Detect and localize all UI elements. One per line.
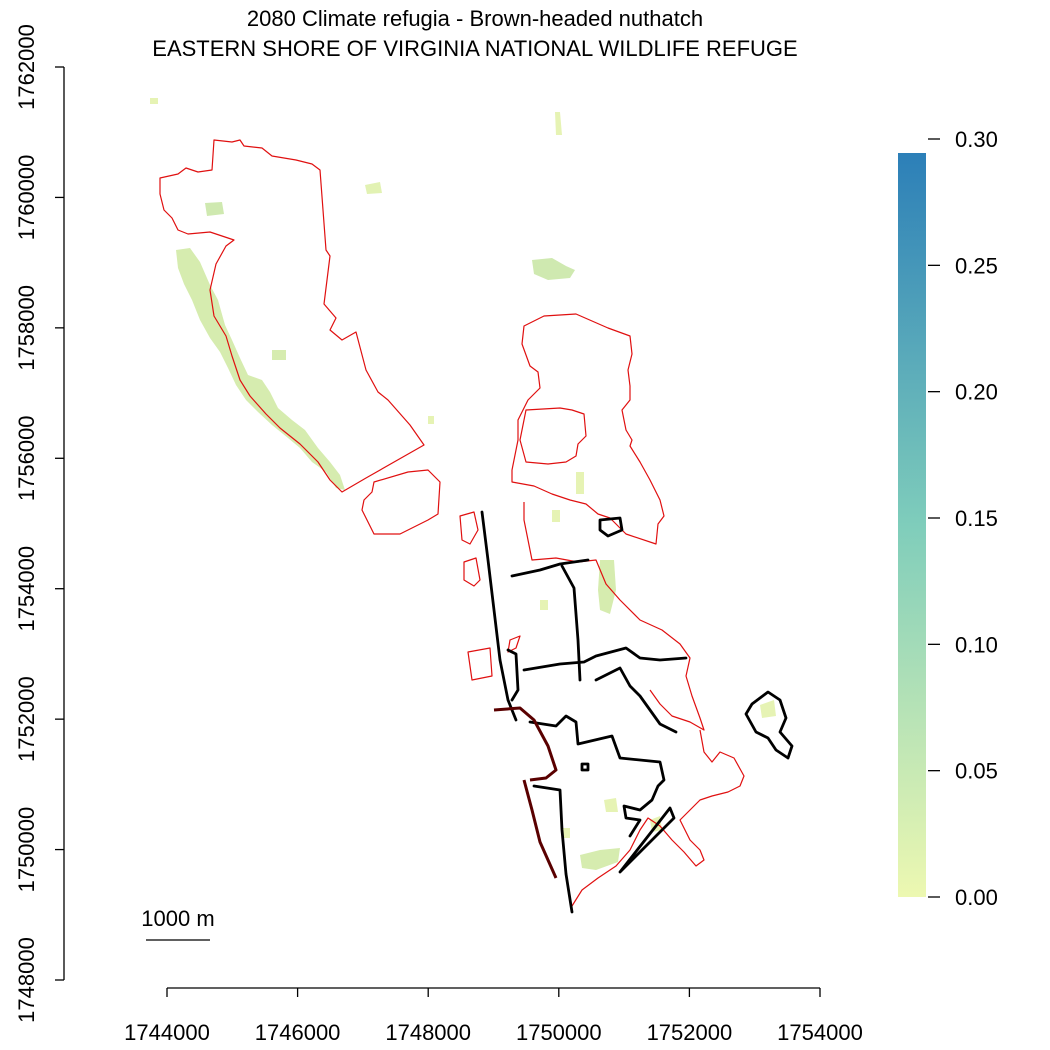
habitat-patch [555,112,562,135]
map-title: 2080 Climate refugia - Brown-headed nuth… [247,6,703,31]
habitat-patch [205,202,224,216]
x-tick-label: 1754000 [777,1020,863,1045]
road-diagonal-tract [618,806,676,874]
y-tick-label: 1762000 [14,24,39,110]
habitat-patch [576,472,584,494]
road-dot [580,762,590,772]
x-tick-label: 1752000 [647,1020,733,1045]
road-east-peninsula [744,690,794,760]
road-south-zigzag [528,714,666,838]
map-subtitle: EASTERN SHORE OF VIRGINIA NATIONAL WILDL… [152,36,797,61]
habitat-patch [552,510,560,522]
y-tick-label: 1752000 [14,676,39,762]
legend: 0.00 0.05 0.10 0.15 0.20 0.25 0.30 [898,127,998,910]
legend-tick-label: 0.25 [955,253,998,278]
road-mid-ew [522,646,688,672]
boundary-west-strip-2 [463,557,481,587]
legend-tick-label: 0.00 [955,885,998,910]
x-tick-label: 1746000 [255,1020,341,1045]
x-tick-label: 1748000 [385,1020,471,1045]
legend-tick-label: 0.10 [955,632,998,657]
boundary-west-strip [459,511,479,545]
legend-tick-label: 0.15 [955,506,998,531]
road-central-loop [594,666,678,734]
x-axis: 1744000 1746000 1748000 1750000 1752000 17540… [124,987,863,1045]
boundary-north-west-bits [507,635,521,653]
boundary-west-strip-3 [467,647,493,681]
habitat-patch [760,700,776,718]
road-north-ns [560,564,582,682]
refuge-boundaries [159,139,745,907]
boundary-central-east [523,502,705,731]
habitat-patch [428,416,434,424]
legend-tick-label: 0.05 [955,759,998,784]
boundary-north-central-unit [511,313,665,545]
legend-tick-label: 0.20 [955,380,998,405]
habitat-patch [598,560,616,614]
y-tick-label: 1760000 [14,155,39,241]
habitat-patch [562,828,570,838]
y-tick-label: 1756000 [14,415,39,501]
habitat-patches [150,98,776,870]
y-tick-label: 1748000 [14,937,39,1023]
habitat-patch [540,600,548,610]
y-axis: 1748000 1750000 1752000 1754000 1756000 17580… [14,24,65,1023]
road-small-block [598,516,624,538]
habitat-patch-west-shore [176,248,345,490]
road-west-block [506,648,520,702]
habitat-patch [150,98,158,104]
road-west-spine [480,510,518,722]
x-tick-label: 1750000 [516,1020,602,1045]
habitat-patch [532,258,575,280]
roads [480,510,794,914]
boundary-south-of-nw [361,469,441,535]
scale-bar-label: 1000 m [141,906,214,931]
scale-bar: 1000 m [141,906,215,941]
boundary-northwest-unit [159,139,425,493]
habitat-patch [272,350,286,360]
legend-tick-label: 0.30 [955,127,998,152]
road-sw-coast [522,779,558,879]
road-north-ew [510,558,590,578]
x-tick-label: 1744000 [124,1020,210,1045]
y-tick-label: 1750000 [14,807,39,893]
road-west-diagonal [493,706,558,782]
boundary-inner-block [519,407,587,465]
habitat-patch [580,848,620,870]
y-tick-label: 1758000 [14,285,39,371]
y-tick-label: 1754000 [14,546,39,632]
habitat-patch [604,798,618,812]
boundary-south-peninsula [571,729,745,907]
road-sw-strip [532,784,574,914]
habitat-patch [365,182,382,194]
legend-colorbar [898,153,926,897]
